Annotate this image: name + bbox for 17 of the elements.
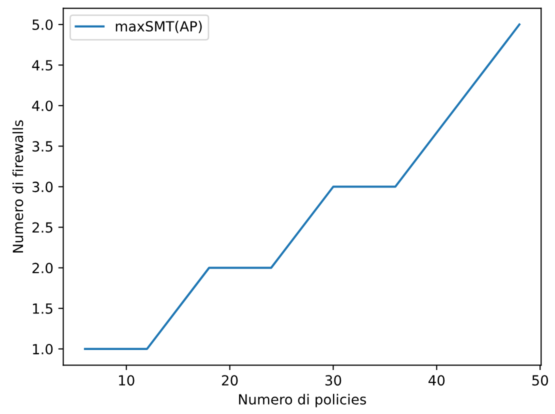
- y-tick-label: 5.0: [32, 19, 53, 30]
- x-tick-label: 10: [119, 375, 134, 386]
- legend-label: maxSMT(AP): [116, 20, 202, 34]
- y-tick-label: 4.5: [32, 60, 52, 71]
- y-tick-label: 1.5: [32, 304, 52, 314]
- x-tick-label: 40: [428, 375, 445, 386]
- x-tick-label: 30: [325, 375, 342, 386]
- y-tick-label: 3.5: [32, 141, 52, 152]
- x-tick-label: 20: [222, 375, 238, 386]
- y-tick-label: 1.0: [32, 344, 53, 354]
- x-tick-label: 50: [532, 375, 548, 386]
- y-axis-title: Numero di firewalls: [12, 120, 24, 252]
- y-tick-label: 2.5: [32, 222, 52, 233]
- y-tick-label: 4.0: [32, 100, 53, 112]
- x-axis-title: Numero di policies: [239, 394, 366, 408]
- y-tick-label: 2.0: [32, 262, 53, 274]
- y-tick-label: 3.0: [32, 182, 53, 192]
